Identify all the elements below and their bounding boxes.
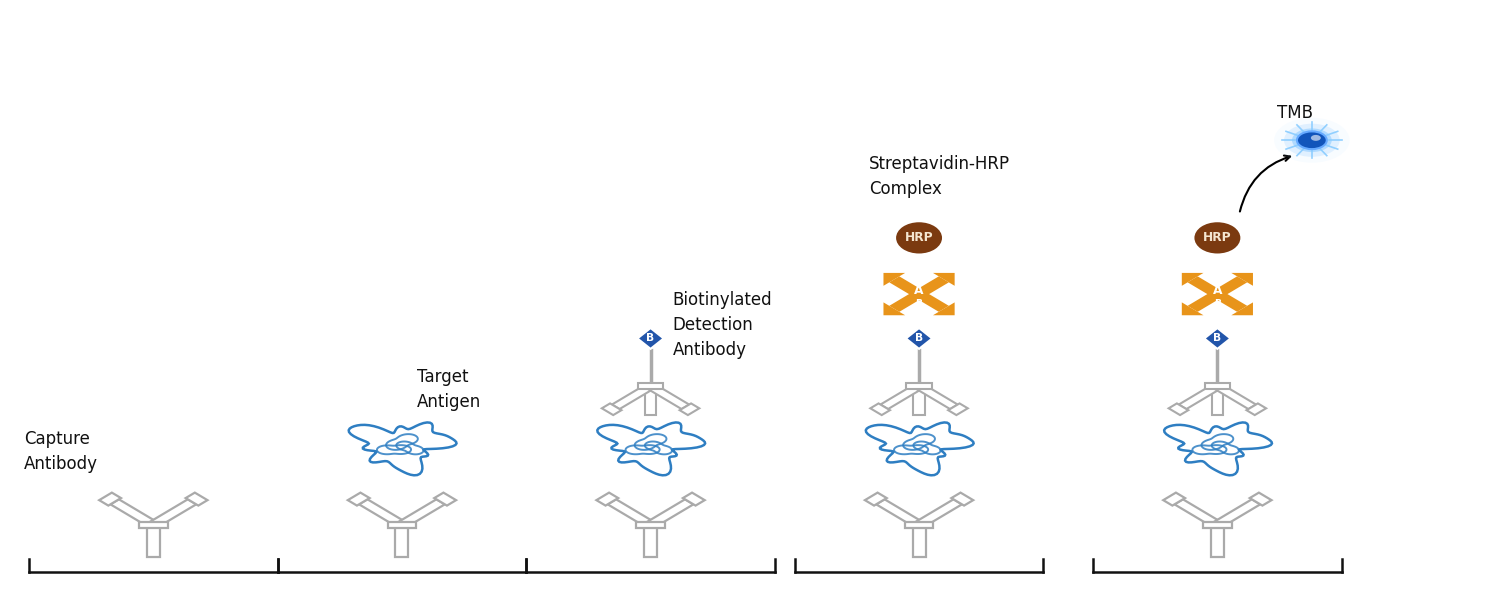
Text: A: A — [1212, 284, 1222, 296]
Polygon shape — [99, 493, 122, 506]
Polygon shape — [398, 499, 445, 527]
Polygon shape — [1179, 384, 1221, 409]
FancyBboxPatch shape — [912, 525, 926, 557]
FancyBboxPatch shape — [140, 522, 168, 528]
Polygon shape — [186, 493, 207, 506]
Polygon shape — [1250, 493, 1272, 506]
Polygon shape — [680, 403, 699, 415]
FancyBboxPatch shape — [387, 522, 416, 528]
Polygon shape — [608, 499, 656, 527]
FancyBboxPatch shape — [645, 386, 657, 415]
Polygon shape — [602, 403, 621, 415]
Polygon shape — [348, 493, 369, 506]
Polygon shape — [1214, 499, 1260, 527]
Polygon shape — [876, 499, 924, 527]
Polygon shape — [948, 403, 968, 415]
Polygon shape — [111, 499, 158, 527]
Polygon shape — [884, 302, 904, 315]
Polygon shape — [1232, 273, 1252, 286]
Polygon shape — [1182, 302, 1203, 315]
Polygon shape — [865, 493, 886, 506]
Polygon shape — [646, 499, 693, 527]
Ellipse shape — [896, 222, 942, 253]
FancyBboxPatch shape — [644, 525, 657, 557]
Polygon shape — [358, 499, 407, 527]
FancyBboxPatch shape — [1204, 383, 1230, 389]
Text: Biotinylated
Detection
Antibody: Biotinylated Detection Antibody — [672, 291, 772, 359]
FancyBboxPatch shape — [1203, 522, 1231, 528]
Polygon shape — [890, 277, 950, 312]
Polygon shape — [880, 384, 922, 409]
Text: B: B — [915, 334, 922, 343]
Polygon shape — [884, 273, 904, 286]
Polygon shape — [933, 273, 954, 286]
Text: Streptavidin-HRP
Complex: Streptavidin-HRP Complex — [870, 155, 1011, 198]
Polygon shape — [906, 328, 932, 349]
FancyBboxPatch shape — [636, 522, 664, 528]
FancyBboxPatch shape — [906, 383, 932, 389]
Circle shape — [1298, 131, 1328, 149]
FancyBboxPatch shape — [914, 386, 926, 415]
Text: HRP: HRP — [1203, 232, 1231, 244]
Polygon shape — [933, 302, 954, 315]
Text: B: B — [1214, 299, 1221, 308]
Circle shape — [1274, 118, 1350, 163]
Polygon shape — [1188, 277, 1246, 312]
Polygon shape — [1162, 493, 1185, 506]
Polygon shape — [682, 493, 705, 506]
Ellipse shape — [1194, 222, 1240, 253]
Polygon shape — [1232, 302, 1252, 315]
Polygon shape — [1188, 277, 1246, 312]
Text: HRP: HRP — [904, 232, 933, 244]
Polygon shape — [1168, 403, 1188, 415]
Polygon shape — [612, 384, 654, 409]
Polygon shape — [148, 499, 196, 527]
Circle shape — [1284, 124, 1340, 157]
FancyBboxPatch shape — [396, 525, 408, 557]
Polygon shape — [646, 384, 688, 409]
Polygon shape — [1204, 328, 1230, 349]
Circle shape — [1311, 135, 1322, 141]
Polygon shape — [1174, 499, 1221, 527]
Polygon shape — [951, 493, 974, 506]
Polygon shape — [915, 384, 957, 409]
Text: Target
Antigen: Target Antigen — [417, 368, 482, 411]
Text: TMB: TMB — [1276, 104, 1312, 122]
Text: B: B — [1214, 334, 1221, 343]
Text: Capture
Antibody: Capture Antibody — [24, 430, 98, 473]
Polygon shape — [1182, 273, 1203, 286]
Text: B: B — [915, 299, 922, 308]
Polygon shape — [638, 328, 663, 349]
Polygon shape — [597, 493, 618, 506]
Text: A: A — [915, 284, 924, 296]
Polygon shape — [1246, 403, 1266, 415]
Polygon shape — [915, 499, 962, 527]
FancyBboxPatch shape — [638, 383, 663, 389]
Circle shape — [1292, 128, 1332, 152]
Text: B: B — [646, 334, 654, 343]
FancyBboxPatch shape — [1210, 525, 1224, 557]
Polygon shape — [1214, 384, 1255, 409]
FancyBboxPatch shape — [147, 525, 160, 557]
Polygon shape — [870, 403, 889, 415]
FancyBboxPatch shape — [904, 522, 933, 528]
Polygon shape — [890, 277, 950, 312]
FancyBboxPatch shape — [1212, 386, 1222, 415]
Polygon shape — [435, 493, 456, 506]
